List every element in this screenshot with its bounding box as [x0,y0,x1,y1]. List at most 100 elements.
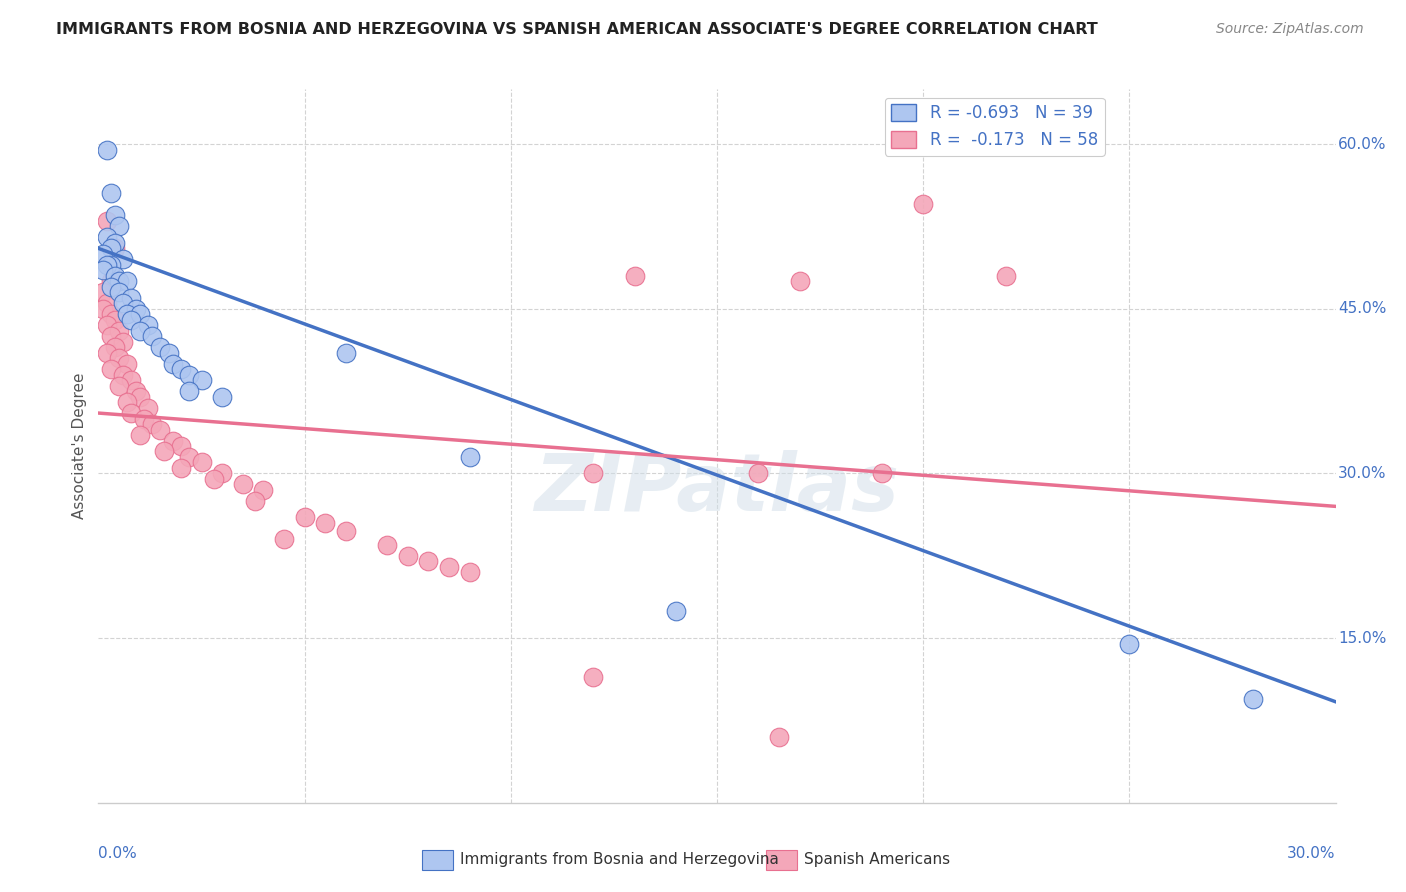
Point [211,467,233,481]
Point [170,362,193,376]
Text: 30.0%: 30.0% [1339,466,1386,481]
Point [128,428,150,442]
Text: Immigrants from Bosnia and Herzegovina: Immigrants from Bosnia and Herzegovina [460,853,779,867]
Point [202,472,225,486]
Point [768,730,790,744]
Point [243,494,266,508]
Point [108,324,131,338]
Point [179,384,201,398]
Point [117,357,139,371]
Point [396,549,419,563]
Text: 30.0%: 30.0% [1288,846,1336,861]
Text: 0.0%: 0.0% [98,846,138,861]
Point [335,345,357,359]
Point [104,340,127,354]
Point [170,439,193,453]
Point [747,467,769,481]
Point [104,209,127,223]
Text: ZIPatlas: ZIPatlas [534,450,900,528]
Point [117,307,139,321]
Point [149,423,172,437]
Point [112,252,135,267]
Point [335,524,357,538]
Point [162,434,184,448]
Point [96,345,118,359]
Point [120,312,142,326]
Point [100,241,122,255]
Point [124,301,146,316]
Point [104,312,127,326]
Point [418,554,440,568]
Point [458,566,481,580]
Point [100,274,122,288]
Point [108,378,131,392]
Point [96,143,118,157]
Text: 60.0%: 60.0% [1339,136,1386,152]
Point [141,417,163,431]
Point [190,373,212,387]
Point [100,362,122,376]
Point [273,533,295,547]
Point [870,467,893,481]
Text: 15.0%: 15.0% [1339,631,1386,646]
Point [108,274,131,288]
Point [96,296,118,310]
Point [912,197,935,211]
Point [91,285,114,300]
Point [136,401,159,415]
Point [1118,637,1140,651]
Point [91,263,114,277]
Point [128,390,150,404]
Point [149,340,172,354]
Point [124,384,146,398]
Point [190,455,212,469]
Text: IMMIGRANTS FROM BOSNIA AND HERZEGOVINA VS SPANISH AMERICAN ASSOCIATE'S DEGREE CO: IMMIGRANTS FROM BOSNIA AND HERZEGOVINA V… [56,22,1098,37]
Point [153,444,176,458]
Point [108,285,131,300]
Text: Source: ZipAtlas.com: Source: ZipAtlas.com [1216,22,1364,37]
Point [252,483,274,497]
Point [179,368,201,382]
Point [179,450,201,464]
Point [141,329,163,343]
Point [994,268,1017,283]
Legend: R = -0.693   N = 39, R =  -0.173   N = 58: R = -0.693 N = 39, R = -0.173 N = 58 [884,97,1105,155]
Point [104,241,127,255]
Point [100,186,122,201]
Point [108,351,131,366]
Point [458,450,481,464]
Point [136,318,159,333]
Point [157,345,180,359]
Point [100,307,122,321]
Point [100,329,122,343]
Point [96,214,118,228]
Text: Spanish Americans: Spanish Americans [804,853,950,867]
Point [789,274,811,288]
Point [104,268,127,283]
Point [96,318,118,333]
Point [96,230,118,244]
Point [132,411,155,425]
Point [665,604,688,618]
Point [211,390,233,404]
Y-axis label: Associate's Degree: Associate's Degree [72,373,87,519]
Point [375,538,398,552]
Point [112,296,135,310]
Point [314,516,336,530]
Point [623,268,645,283]
Point [437,559,460,574]
Point [120,406,142,420]
Point [112,368,135,382]
Point [100,258,122,272]
Point [582,467,605,481]
Point [117,395,139,409]
Point [112,334,135,349]
Point [128,324,150,338]
Point [120,291,142,305]
Point [128,307,150,321]
Point [96,258,118,272]
Point [232,477,254,491]
Point [582,669,605,683]
Point [120,373,142,387]
Point [117,274,139,288]
